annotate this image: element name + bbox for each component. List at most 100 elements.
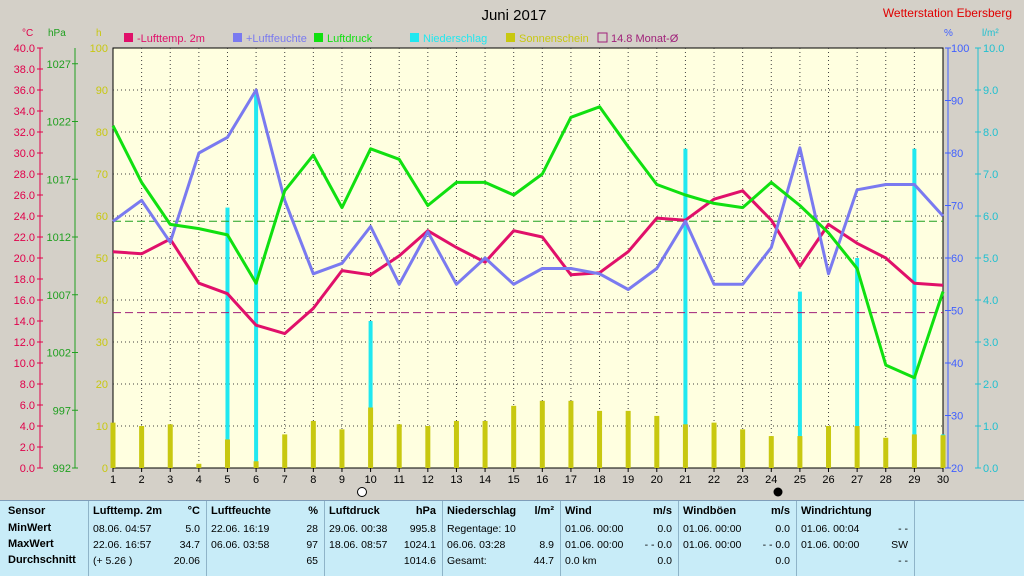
x-tick-label: 17 bbox=[565, 474, 577, 486]
press-min-time: 29.06. 00:38 bbox=[329, 523, 388, 535]
temp-min-value: 5.0 bbox=[185, 523, 200, 535]
press-max-value: 1024.1 bbox=[403, 539, 436, 551]
sunshine-bar bbox=[253, 461, 259, 468]
gust-max-value: - - 0.0 bbox=[762, 539, 790, 551]
sunshine-bar bbox=[940, 435, 946, 468]
temp-tick-label: 0.0 bbox=[20, 463, 35, 475]
x-tick-label: 1 bbox=[110, 474, 116, 486]
x-tick-label: 8 bbox=[310, 474, 316, 486]
wind-max-value: - - 0.0 bbox=[644, 539, 672, 551]
dir-min-time: 01.06. 00:04 bbox=[801, 523, 860, 535]
stats-header-gust: Windböen bbox=[683, 505, 737, 517]
stats-header-sensor: Sensor bbox=[8, 505, 46, 517]
statistics-table: Sensor MinWert MaxWert Durchschnitt Luft… bbox=[0, 500, 1024, 576]
x-tick-label: 15 bbox=[508, 474, 520, 486]
x-tick-label: 19 bbox=[622, 474, 634, 486]
sun-tick-label: 90 bbox=[96, 85, 108, 97]
press-max-time: 18.06. 08:57 bbox=[329, 539, 388, 551]
sunshine-bar bbox=[568, 400, 574, 468]
dir-max-time: 01.06. 00:00 bbox=[801, 539, 860, 551]
sun-tick-label: 10 bbox=[96, 421, 108, 433]
x-tick-label: 5 bbox=[224, 474, 230, 486]
temp-tick-label: 2.0 bbox=[20, 442, 35, 454]
sunshine-bar bbox=[110, 422, 116, 468]
sunshine-bar bbox=[224, 439, 230, 468]
temp-tick-label: 30.0 bbox=[14, 148, 35, 160]
rain-max-time: 06.06. 03:28 bbox=[447, 539, 506, 551]
humidity-tick-label: 100 bbox=[951, 43, 969, 55]
temp-max-time: 22.06. 16:57 bbox=[93, 539, 152, 551]
gust-avg-value: 0.0 bbox=[775, 555, 790, 567]
pressure-tick-label: 1002 bbox=[47, 348, 71, 360]
rain-bar bbox=[797, 291, 802, 468]
sun-tick-label: 30 bbox=[96, 337, 108, 349]
sunshine-bar bbox=[310, 420, 316, 468]
dir-avg-value: - - bbox=[898, 555, 908, 567]
x-tick-label: 21 bbox=[679, 474, 691, 486]
x-tick-label: 24 bbox=[765, 474, 777, 486]
rain-tick-label: 1.0 bbox=[983, 421, 998, 433]
temp-tick-label: 8.0 bbox=[20, 379, 35, 391]
x-tick-label: 20 bbox=[651, 474, 663, 486]
wind-max-time: 01.06. 00:00 bbox=[565, 539, 624, 551]
rain-tick-label: 7.0 bbox=[983, 169, 998, 181]
sun-tick-label: 20 bbox=[96, 379, 108, 391]
rain-bar bbox=[225, 207, 230, 468]
unit-temp: °C bbox=[22, 28, 33, 39]
stats-col-temp: Lufttemp. 2m °C 08.06. 04:57 5.0 22.06. … bbox=[89, 501, 207, 576]
unit-pressure: hPa bbox=[48, 28, 66, 39]
sun-tick-label: 80 bbox=[96, 127, 108, 139]
temp-tick-label: 32.0 bbox=[14, 127, 35, 139]
temp-avg-value: 20.06 bbox=[173, 555, 200, 567]
humidity-tick-label: 90 bbox=[951, 96, 963, 108]
stats-unit-humidity: % bbox=[308, 505, 318, 517]
sunshine-bar bbox=[511, 405, 517, 468]
x-tick-label: 25 bbox=[794, 474, 806, 486]
x-tick-label: 23 bbox=[737, 474, 749, 486]
temp-tick-label: 24.0 bbox=[14, 211, 35, 223]
sunshine-bar bbox=[539, 400, 545, 468]
temp-tick-label: 6.0 bbox=[20, 400, 35, 412]
legend-swatch bbox=[233, 33, 242, 42]
rain-max-value: 8.9 bbox=[539, 539, 554, 551]
sunshine-bar bbox=[654, 415, 660, 468]
rain-tick-label: 0.0 bbox=[983, 463, 998, 475]
x-tick-label: 9 bbox=[339, 474, 345, 486]
dir-max-value: SW bbox=[891, 539, 908, 551]
sunshine-bar bbox=[282, 434, 288, 468]
hum-max-value: 97 bbox=[306, 539, 318, 551]
rain-tick-label: 3.0 bbox=[983, 337, 998, 349]
stats-unit-rain: l/m² bbox=[534, 505, 554, 517]
legend-label: Sonnenschein bbox=[519, 33, 589, 45]
stats-header-rain: Niederschlag bbox=[447, 505, 517, 517]
x-tick-label: 7 bbox=[282, 474, 288, 486]
stats-col-labels: Sensor MinWert MaxWert Durchschnitt bbox=[0, 501, 89, 576]
humidity-line bbox=[112, 88, 945, 291]
temp-tick-label: 34.0 bbox=[14, 106, 35, 118]
legend-swatch bbox=[597, 32, 608, 43]
hum-min-time: 22.06. 16:19 bbox=[211, 523, 270, 535]
rain-total-value: 44.7 bbox=[533, 555, 554, 567]
legend: -Lufttemp. 2m +Luftfeuchte Luftdruck Nieder… bbox=[124, 32, 679, 45]
x-tick-label: 27 bbox=[851, 474, 863, 486]
temp-tick-label: 40.0 bbox=[14, 43, 35, 55]
sunshine-bar bbox=[453, 420, 459, 468]
sunshine-bar bbox=[740, 429, 746, 468]
stats-unit-wind: m/s bbox=[653, 505, 672, 517]
sunshine-bar bbox=[139, 426, 145, 468]
rain-bar bbox=[683, 148, 688, 469]
x-tick-label: 11 bbox=[393, 474, 404, 486]
humidity-tick-label: 20 bbox=[951, 463, 963, 475]
sunshine-bar bbox=[482, 420, 488, 468]
x-tick-label: 6 bbox=[253, 474, 259, 486]
rain-tick-label: 10.0 bbox=[983, 43, 1004, 55]
stats-col-humidity: Luftfeuchte % 22.06. 16:19 28 06.06. 03:… bbox=[207, 501, 325, 576]
temp-tick-label: 10.0 bbox=[14, 358, 35, 370]
row-label-avg: Durchschnitt bbox=[8, 554, 76, 566]
x-tick-label: 3 bbox=[167, 474, 173, 486]
humidity-tick-label: 30 bbox=[951, 411, 963, 423]
sunshine-bar bbox=[167, 424, 173, 468]
dir-min-value: - - bbox=[898, 523, 908, 535]
sunshine-bar bbox=[625, 410, 631, 468]
sunshine-bar bbox=[911, 434, 917, 468]
